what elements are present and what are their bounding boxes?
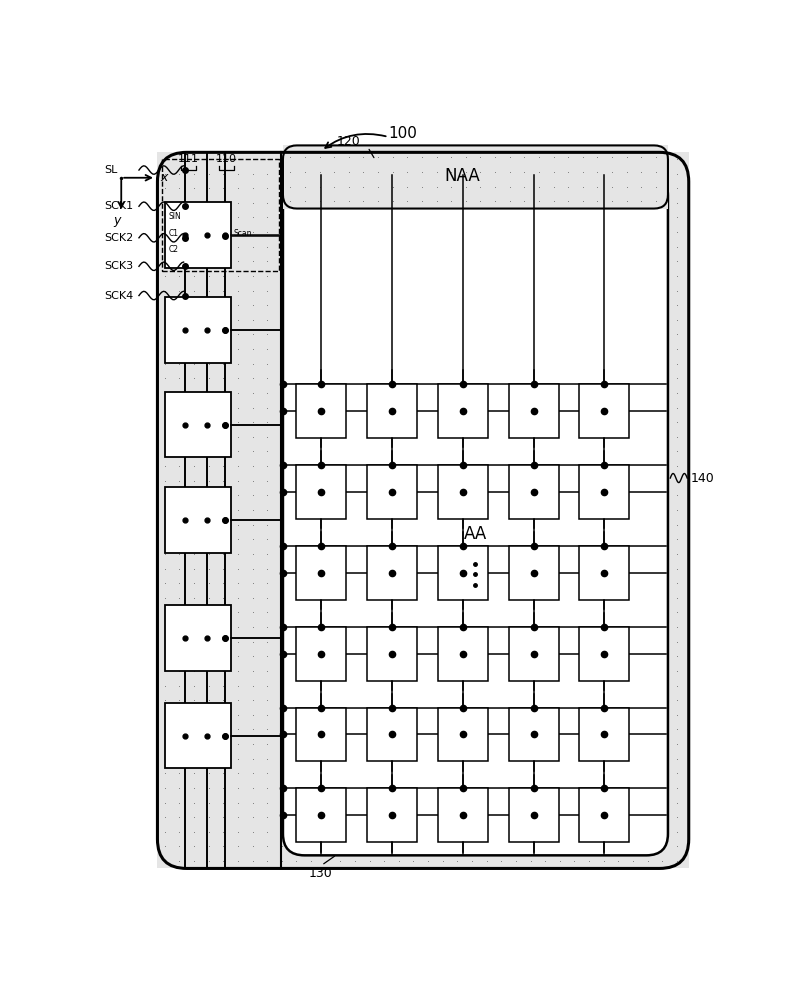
Bar (579, 546, 630, 600)
Text: C2: C2 (168, 245, 178, 254)
Bar (158, 152, 689, 868)
Text: SCK1: SCK1 (104, 201, 134, 211)
Bar (165, 297, 230, 363)
Bar (509, 627, 558, 681)
Text: y: y (113, 214, 120, 227)
Bar (162, 159, 279, 271)
Text: SCK4: SCK4 (104, 291, 134, 301)
Bar (165, 703, 230, 768)
Bar (579, 384, 630, 438)
Bar (367, 627, 417, 681)
Bar (296, 384, 346, 438)
Bar (579, 708, 630, 761)
Bar (438, 546, 488, 600)
Text: NAA: NAA (445, 167, 480, 185)
Bar (165, 392, 230, 457)
Bar (165, 605, 230, 671)
Text: Scan: Scan (234, 229, 252, 238)
Text: C1: C1 (168, 229, 178, 238)
Text: 111: 111 (178, 153, 198, 163)
Bar (296, 708, 346, 761)
Bar (296, 788, 346, 842)
Bar (367, 788, 417, 842)
Bar (509, 546, 558, 600)
Text: SL: SL (104, 165, 118, 175)
Bar (438, 627, 488, 681)
Bar (296, 546, 346, 600)
Text: 110: 110 (216, 153, 238, 163)
Bar (579, 465, 630, 519)
Text: 100: 100 (388, 126, 417, 141)
Bar (579, 627, 630, 681)
Bar (367, 546, 417, 600)
Text: SCK3: SCK3 (104, 261, 134, 271)
Text: 130: 130 (308, 867, 332, 880)
Text: 120: 120 (337, 135, 361, 148)
Bar (438, 788, 488, 842)
Bar (283, 145, 668, 209)
Bar (296, 465, 346, 519)
Bar (438, 384, 488, 438)
Text: SCK2: SCK2 (104, 233, 134, 243)
Text: AA: AA (464, 525, 487, 543)
Bar (165, 487, 230, 553)
Text: SIN: SIN (168, 212, 181, 221)
Bar (438, 708, 488, 761)
Text: x: x (161, 171, 168, 184)
Bar (367, 384, 417, 438)
Bar (509, 384, 558, 438)
Text: 140: 140 (691, 472, 715, 485)
Bar (438, 465, 488, 519)
Bar (367, 465, 417, 519)
Bar (296, 627, 346, 681)
Bar (509, 788, 558, 842)
Bar (367, 708, 417, 761)
Bar (509, 465, 558, 519)
Bar (579, 788, 630, 842)
FancyBboxPatch shape (283, 174, 668, 855)
Bar (165, 202, 230, 268)
Bar (509, 708, 558, 761)
